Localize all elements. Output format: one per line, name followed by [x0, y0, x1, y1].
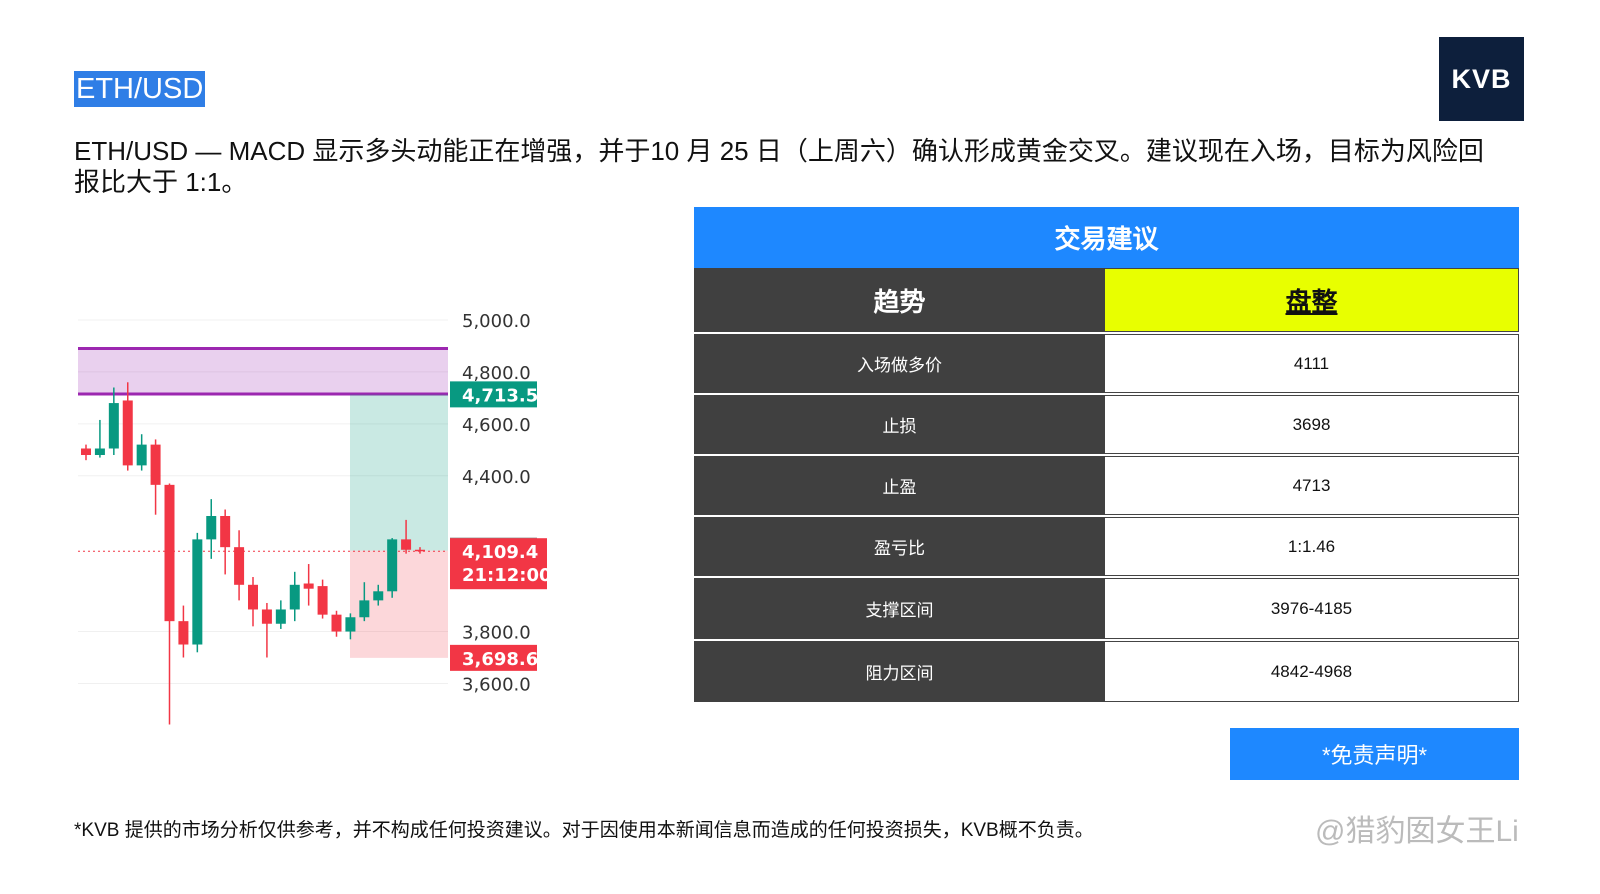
- resistance-zone: [78, 348, 448, 394]
- row-label: 支撑区间: [694, 578, 1105, 639]
- table-row: 入场做多价 4111: [694, 334, 1519, 395]
- table-row: 阻力区间 4842-4968: [694, 641, 1519, 704]
- price-tag: [450, 644, 537, 671]
- candle-body: [178, 621, 189, 645]
- row-label: 阻力区间: [694, 641, 1105, 702]
- row-value: 4111: [1105, 334, 1519, 393]
- y-tick-label: 4,400.0: [462, 467, 531, 488]
- candle-body: [303, 583, 314, 589]
- y-tick-label: 4,800.0: [462, 363, 531, 384]
- candle-body: [150, 444, 161, 485]
- candle-body: [192, 539, 203, 645]
- table-title: 交易建议: [694, 207, 1519, 268]
- candle-body: [261, 609, 272, 624]
- candle-body: [373, 591, 384, 601]
- watermark: @猎豹囡女王Li: [1315, 815, 1519, 848]
- candle-body: [275, 609, 286, 624]
- row-value: 4713: [1105, 456, 1519, 515]
- candle-body: [345, 617, 356, 632]
- candle-body: [94, 448, 105, 455]
- row-label: 止损: [694, 395, 1105, 454]
- candle-body: [122, 400, 133, 466]
- chart: 5,000.0 4,800.0 4,600.0 4,400.0 3,800.0 3,600…: [78, 311, 552, 725]
- candle-body: [108, 403, 119, 449]
- row-label: 盈亏比: [694, 517, 1105, 576]
- disclaimer-button[interactable]: *免责声明*: [1230, 728, 1519, 780]
- table-body: 入场做多价 4111 止损 3698 止盈 4713 盈亏比 1:1.46 支撑区间 3976-4…: [694, 334, 1519, 704]
- price-tag: [450, 538, 547, 590]
- table-row: 盈亏比 1:1.46: [694, 517, 1519, 578]
- row-label: 止盈: [694, 456, 1105, 515]
- table-row: 支撑区间 3976-4185: [694, 578, 1519, 641]
- table-row: 止盈 4713: [694, 456, 1519, 517]
- candle-body: [81, 448, 91, 455]
- candle-body: [289, 584, 300, 610]
- y-tick-label: 3,800.0: [462, 623, 531, 644]
- price-tag-label: 4,109.4: [462, 542, 538, 563]
- summary: ETH/USD — MACD 显示多头动能正在增强，并于10 月 25 日（上周…: [74, 136, 1484, 197]
- trend-row: 趋势 盘整: [694, 268, 1519, 334]
- page-title: ETH/USD: [74, 71, 206, 107]
- candle-body: [331, 614, 342, 632]
- y-tick-label: 4,600.0: [462, 415, 531, 436]
- candle-body: [206, 516, 217, 540]
- table-row: 止损 3698: [694, 395, 1519, 456]
- profit-zone: [350, 394, 448, 551]
- candle-body: [415, 549, 425, 552]
- trend-value: 盘整: [1105, 268, 1519, 332]
- candle-body: [401, 539, 412, 550]
- row-value: 3976-4185: [1105, 578, 1519, 639]
- trend-label: 趋势: [694, 268, 1105, 332]
- y-tick-label: 5,000.0: [462, 311, 531, 332]
- candle-body: [317, 586, 328, 615]
- y-tick-label: 3,600.0: [462, 674, 531, 695]
- price-tag-label: 4,713.5: [462, 385, 538, 406]
- footer: *KVB 提供的市场分析仅供参考，并不构成任何投资建议。对于因使用本新闻信息而造…: [74, 820, 1094, 841]
- trade-table: 交易建议 趋势 盘整 入场做多价 4111 止损 3698 止盈 4713 盈亏比 1:1.4…: [694, 207, 1519, 704]
- countdown: 21:12:00: [462, 565, 552, 586]
- row-value: 4842-4968: [1105, 641, 1519, 702]
- candle-body: [164, 484, 175, 622]
- candle-body: [234, 547, 245, 585]
- candle-body: [359, 600, 370, 618]
- logo: KVB: [1439, 37, 1524, 121]
- row-value: 1:1.46: [1105, 517, 1519, 576]
- candle-body: [387, 539, 398, 592]
- candle-body: [248, 584, 258, 610]
- row-value: 3698: [1105, 395, 1519, 454]
- candle-body: [136, 444, 147, 466]
- candle-body: [220, 516, 231, 548]
- price-tag: [450, 381, 537, 408]
- price-tag-label: 3,698.6: [462, 649, 538, 670]
- row-label: 入场做多价: [694, 334, 1105, 393]
